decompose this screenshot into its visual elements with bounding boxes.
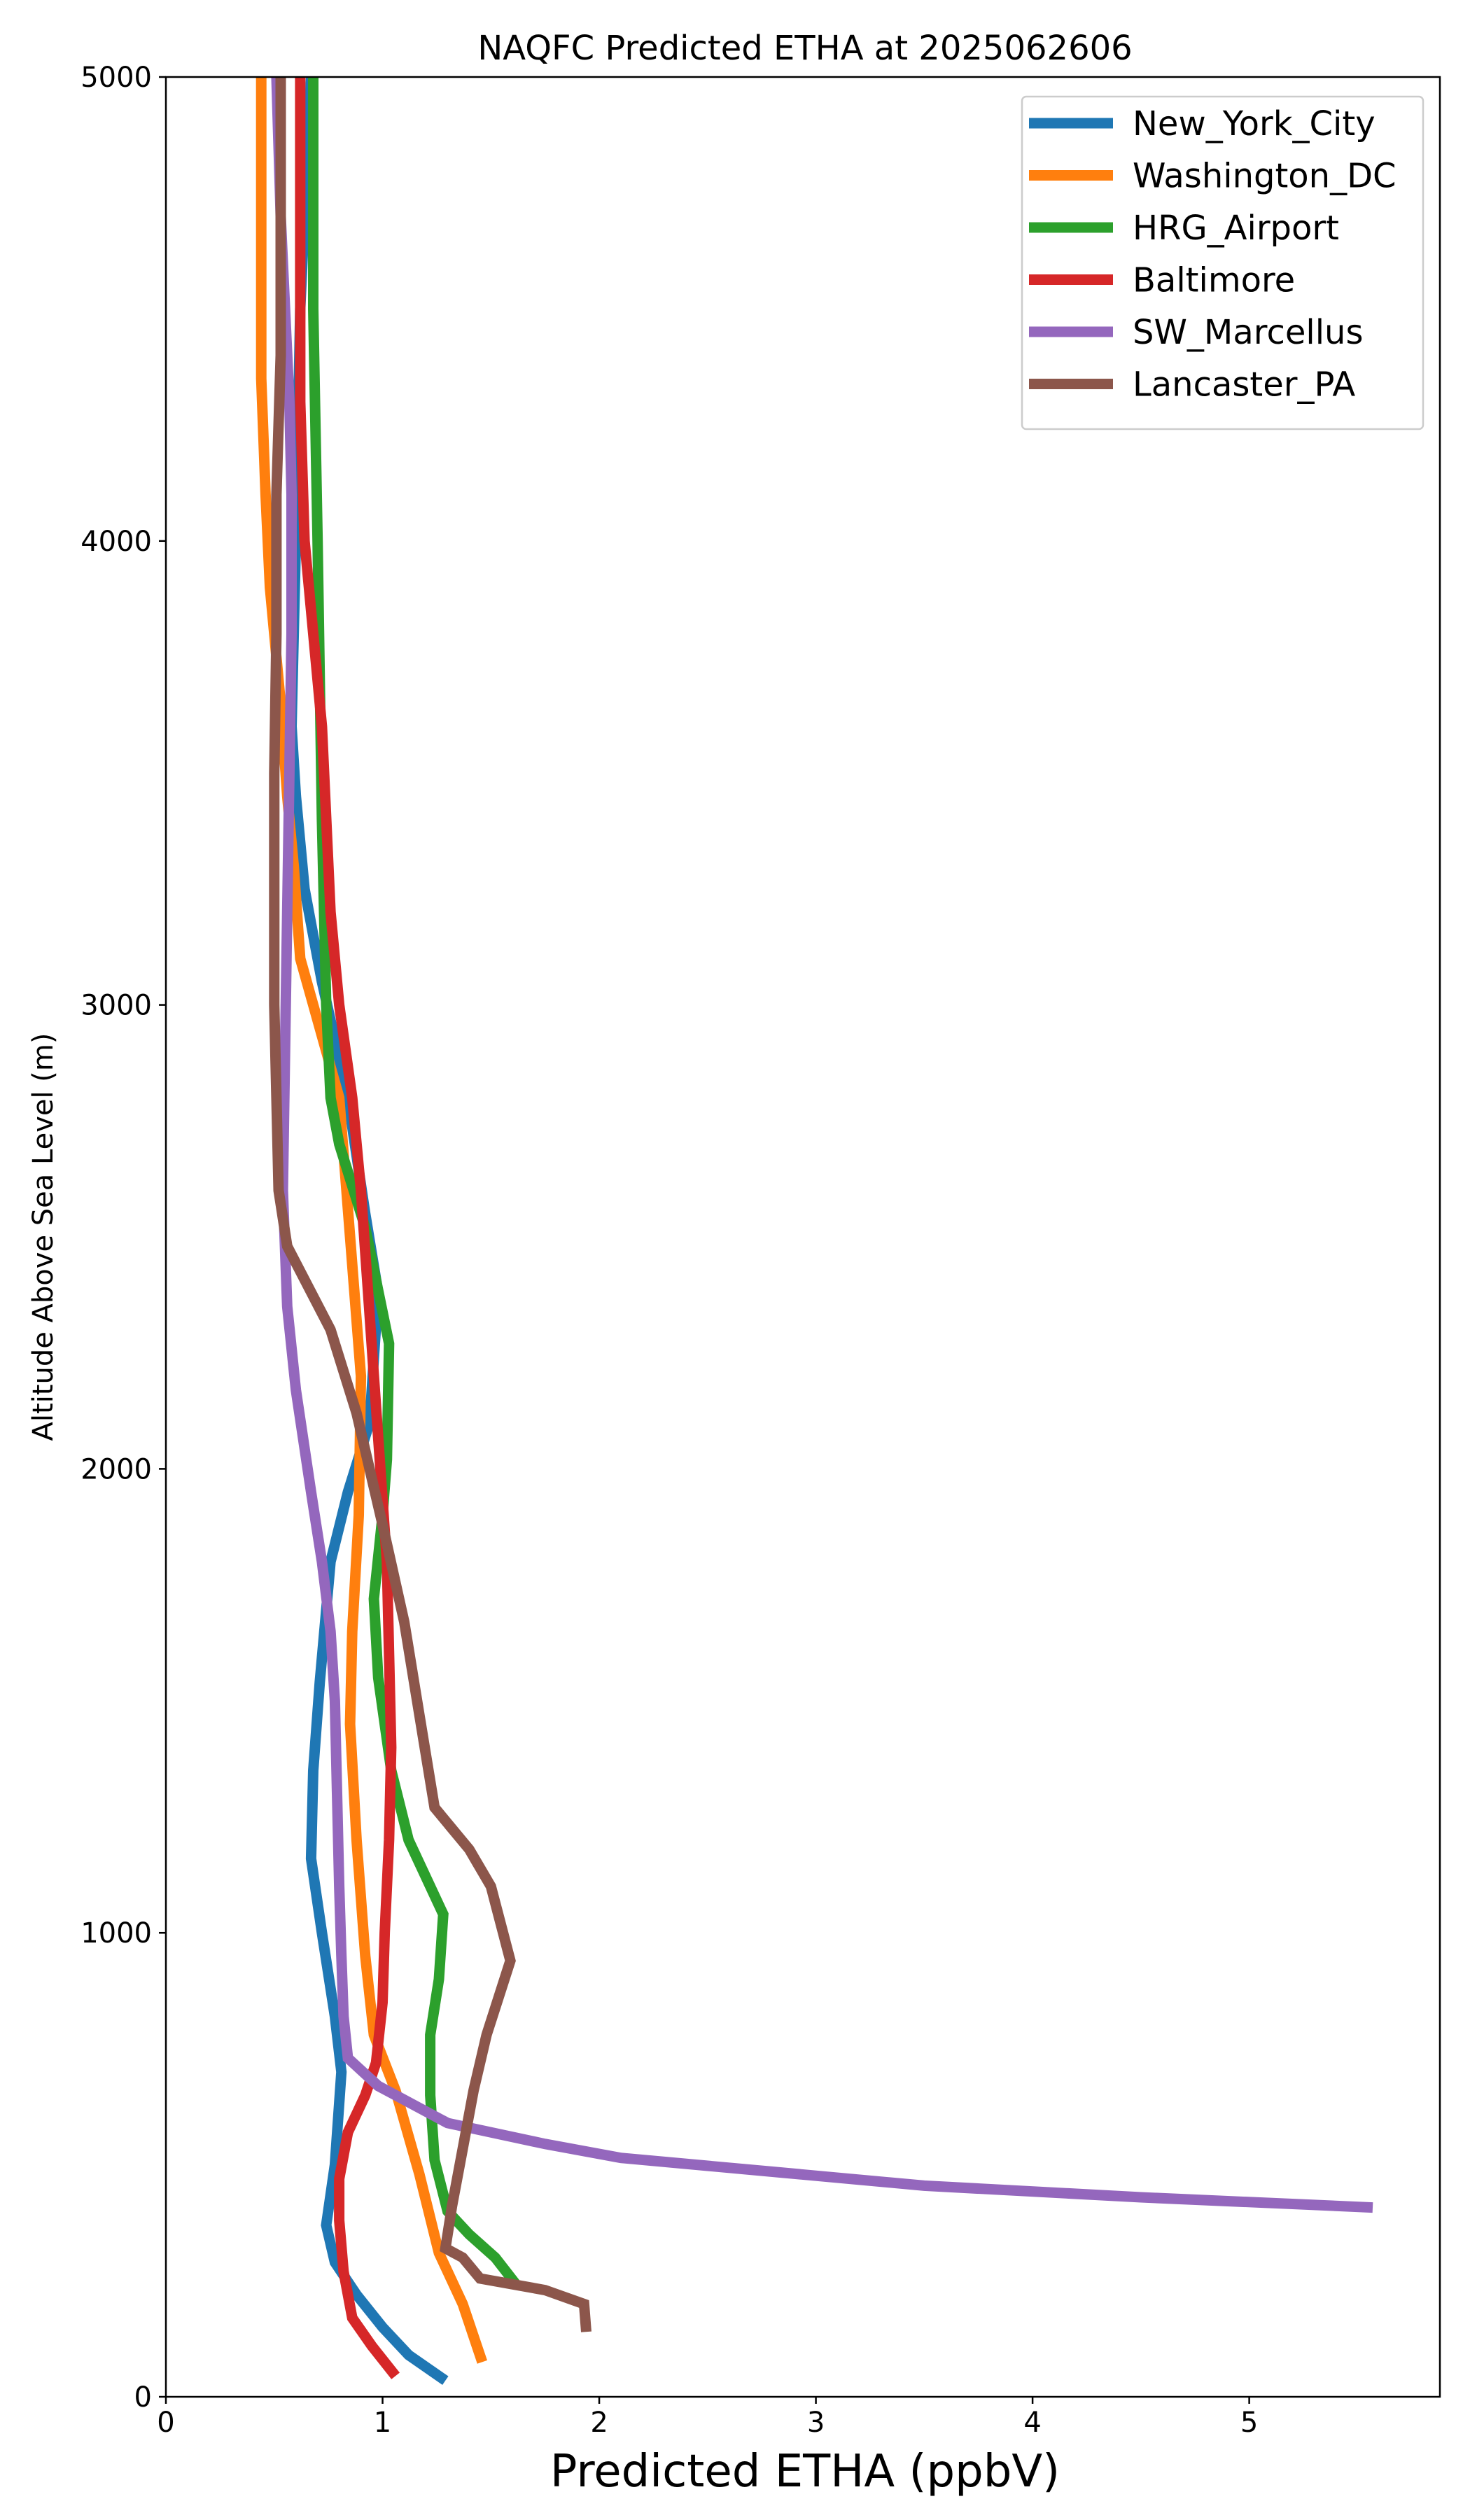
x-tick-label: 2	[590, 2407, 608, 2439]
y-tick-label: 5000	[80, 62, 152, 94]
x-axis-label: Predicted ETHA (ppbV)	[550, 2446, 1060, 2498]
legend-label: Washington_DC	[1133, 157, 1396, 196]
y-tick-label: 3000	[80, 990, 152, 1022]
y-tick-label: 4000	[80, 526, 152, 558]
series-line-Baltimore	[295, 77, 400, 2379]
series-line-HRG_Airport	[308, 77, 522, 2289]
plot-frame	[164, 76, 1441, 2398]
x-tick-label: 1	[374, 2407, 391, 2439]
legend-label: SW_Marcellus	[1133, 313, 1363, 352]
y-tick-label: 0	[134, 2381, 152, 2414]
chart-title: NAQFC Predicted ETHA at 2025062606	[477, 29, 1132, 68]
x-tick-label: 3	[807, 2407, 825, 2439]
x-tick-label: 5	[1240, 2407, 1258, 2439]
y-tick-label: 1000	[80, 1917, 152, 1949]
legend-label: Baltimore	[1133, 261, 1295, 300]
series-line-Washington_DC	[255, 77, 488, 2364]
series-line-Lancaster_PA	[269, 77, 592, 2332]
axes: 0 1 2 3 4 5 0 1000 2000 3000 4000 5000	[80, 62, 1441, 2439]
series-line-SW_Marcellus	[271, 76, 1373, 2213]
legend-label: New_York_City	[1133, 104, 1376, 144]
y-axis-label: Altitude Above Sea Level (m)	[27, 1033, 59, 1441]
y-tick-label: 2000	[80, 1453, 152, 1485]
legend: New_York_City Washington_DC HRG_Airport Bal…	[1021, 95, 1424, 430]
legend-label: Lancaster_PA	[1133, 365, 1355, 405]
legend-label: HRG_Airport	[1133, 209, 1339, 248]
x-tick-label: 0	[157, 2407, 174, 2439]
legend-box	[1021, 95, 1424, 430]
series-lines	[255, 76, 1373, 2385]
x-tick-label: 4	[1023, 2407, 1041, 2439]
